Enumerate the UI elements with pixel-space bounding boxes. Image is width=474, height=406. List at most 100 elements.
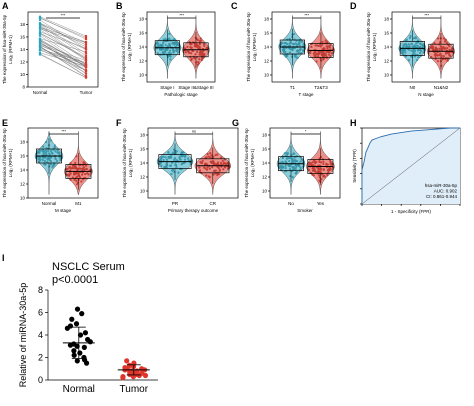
panel-e-point xyxy=(56,151,59,154)
panel-d-xtick-label: N0 xyxy=(410,85,416,90)
panel-e-point xyxy=(85,167,88,170)
panel-g-point xyxy=(311,163,314,167)
panel-b-xtick-label: Stage I xyxy=(160,85,174,90)
panel-f-point xyxy=(159,158,163,161)
panel-c-ytick-label: 18 xyxy=(264,17,270,22)
panel-b-point xyxy=(198,58,201,61)
panel-f-point xyxy=(186,157,190,160)
panel-i-ytick-label: 0 xyxy=(38,375,43,385)
tumor-point xyxy=(84,68,88,72)
panel-d-point xyxy=(404,48,407,51)
panel-label-d: D xyxy=(350,1,357,11)
panel-i-ytick-label: 2 xyxy=(38,353,43,363)
panel-d-point xyxy=(410,43,413,46)
panel-d-point xyxy=(407,59,411,62)
panel-f-point xyxy=(162,155,165,158)
panel-d-point xyxy=(410,49,413,52)
pair-line xyxy=(39,45,87,65)
panel-e-point xyxy=(85,164,88,167)
panel-d-point xyxy=(439,52,442,55)
panel-e-point xyxy=(50,139,53,142)
panel-f-point xyxy=(198,169,202,172)
panel-d-point xyxy=(413,49,417,52)
panel-d-point xyxy=(420,43,423,46)
panel-f-ytick-label: 16 xyxy=(140,147,146,152)
panel-c-point xyxy=(327,53,331,56)
panel-d-point xyxy=(404,43,408,46)
panel-d-point xyxy=(402,50,405,53)
panel-c-point xyxy=(314,54,317,57)
panel-i-point xyxy=(120,375,126,381)
panel-c-point xyxy=(291,55,294,58)
panel-e-ytick-label: 10 xyxy=(20,196,26,201)
roc-legend-text: CI: 0.861-0.944 xyxy=(426,194,458,199)
panel-f-point xyxy=(201,159,204,163)
panel-g-point xyxy=(290,153,293,157)
panel-h: 1 - Specificity (FPR) Sensitivity (TPR) hs… xyxy=(352,127,461,214)
panel-i-point xyxy=(74,343,80,349)
panel-e-point xyxy=(53,144,57,147)
panel-b-point xyxy=(198,53,201,56)
panel-g-point xyxy=(327,169,330,172)
panel-c-ytick-label: 16 xyxy=(264,31,270,36)
panel-g-sig-label: * xyxy=(305,129,307,134)
panel-e-point xyxy=(81,167,84,170)
panel-g-point xyxy=(329,159,332,162)
panel-b-point xyxy=(203,42,206,46)
panel-d-point xyxy=(415,42,418,45)
panel-e-ytick-label: 14 xyxy=(20,168,26,173)
panel-g-point xyxy=(299,166,302,169)
panel-g-point xyxy=(322,162,325,166)
panel-a-sig-label: *** xyxy=(61,13,66,18)
normal-point xyxy=(38,41,42,44)
panel-d-point xyxy=(442,54,445,58)
panel-g-point xyxy=(291,159,294,162)
panel-f-sig-label: ns xyxy=(192,129,196,134)
panel-f-point xyxy=(218,169,221,172)
panel-f-point xyxy=(210,154,213,157)
panel-f-point xyxy=(203,166,206,169)
panel-b-yunit: Log₂ (RPM+1) xyxy=(127,32,132,61)
panel-g-point xyxy=(314,170,318,174)
panel-c-point xyxy=(283,54,286,57)
panel-g-point xyxy=(329,168,332,171)
panel-b-point xyxy=(187,49,190,53)
panel-f-point xyxy=(213,162,216,165)
panel-e-sig-label: *** xyxy=(61,129,66,134)
panel-f-point xyxy=(209,160,212,163)
panel-d-point xyxy=(448,48,451,51)
panel-d-point xyxy=(419,51,422,55)
panel-b-point xyxy=(161,44,164,48)
panel-g-point xyxy=(319,170,322,173)
panel-g-point xyxy=(318,167,321,170)
panel-f-xtick-label: PR xyxy=(172,201,179,206)
panel-i-ylabel: Relative of miRNA-30a-5p xyxy=(18,283,28,388)
panel-c-point xyxy=(321,40,324,44)
panel-g-ytick-label: 10 xyxy=(262,189,268,194)
panel-d-point xyxy=(411,55,414,58)
panel-f-point xyxy=(172,148,176,151)
panel-f-point xyxy=(164,156,167,159)
panel-e-point xyxy=(43,163,46,166)
panel-b-point xyxy=(173,43,176,46)
panel-g-point xyxy=(299,160,302,163)
panel-i-xtick-label: Tumor xyxy=(120,384,149,395)
panel-f-violin xyxy=(156,131,194,195)
tumor-point xyxy=(84,41,88,45)
panel-f-point xyxy=(163,165,166,169)
panel-f-point xyxy=(165,158,169,161)
panel-g-point xyxy=(315,160,318,164)
panel-c-xtick-label: T2&T3 xyxy=(314,85,328,90)
panel-d-point xyxy=(435,47,438,51)
panel-d-point xyxy=(447,51,450,54)
panel-c-point xyxy=(324,53,327,56)
panel-e-point xyxy=(51,166,54,169)
panel-f-point xyxy=(168,156,171,159)
panel-f-point xyxy=(175,159,178,162)
panel-e-point xyxy=(42,145,45,148)
panel-g-point xyxy=(307,168,311,172)
panel-e-point xyxy=(48,165,51,168)
panel-g-point xyxy=(313,162,317,165)
panel-i-ytick-label: 6 xyxy=(38,308,43,318)
panel-b-ytick-label: 18 xyxy=(139,17,145,22)
